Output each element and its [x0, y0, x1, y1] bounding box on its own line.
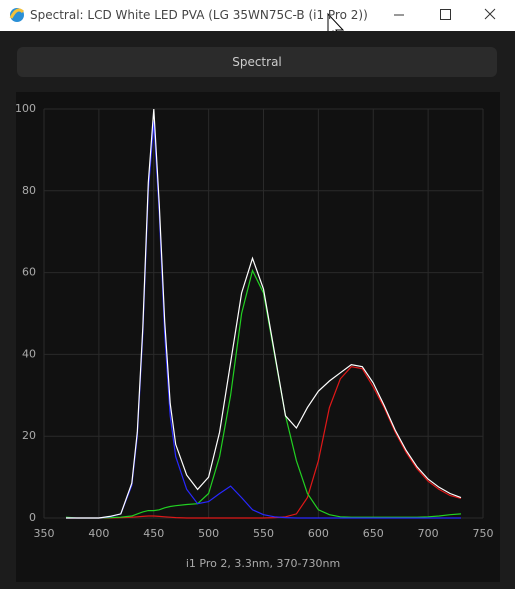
spectrum-line [65, 268, 462, 519]
maximize[interactable] [440, 9, 451, 20]
x-tick-label: 650 [363, 527, 384, 540]
title-bar-icons [9, 8, 496, 31]
title-bar: Spectral: LCD White LED PVA (LG 35WN75C-… [0, 0, 515, 31]
y-tick-label: 100 [15, 102, 36, 115]
tab-button[interactable]: Spectral [17, 47, 497, 77]
x-tick-label: 550 [253, 527, 274, 540]
window-title: Spectral: LCD White LED PVA (LG 35WN75C-… [30, 8, 368, 22]
y-tick-label: 0 [29, 511, 36, 524]
x-tick-label: 450 [143, 527, 164, 540]
x-tick-label: 400 [88, 527, 109, 540]
y-tick-label: 80 [22, 184, 36, 197]
x-tick-label: 700 [418, 527, 439, 540]
y-tick-label: 20 [22, 429, 36, 442]
cursor [327, 12, 345, 31]
spectrum-line [66, 108, 462, 519]
close[interactable] [484, 8, 496, 20]
x-tick-label: 600 [308, 527, 329, 540]
x-tick-label: 500 [198, 527, 219, 540]
spectrum-line [66, 366, 462, 519]
x-tick-label: 350 [34, 527, 55, 540]
y-tick-label: 60 [22, 266, 36, 279]
x-axis-label: i1 Pro 2, 3.3nm, 370-730nm [186, 557, 340, 570]
y-tick-label: 40 [22, 347, 36, 360]
x-tick-label: 750 [473, 527, 494, 540]
spectrum-line [66, 121, 461, 519]
chart-background [16, 92, 500, 582]
